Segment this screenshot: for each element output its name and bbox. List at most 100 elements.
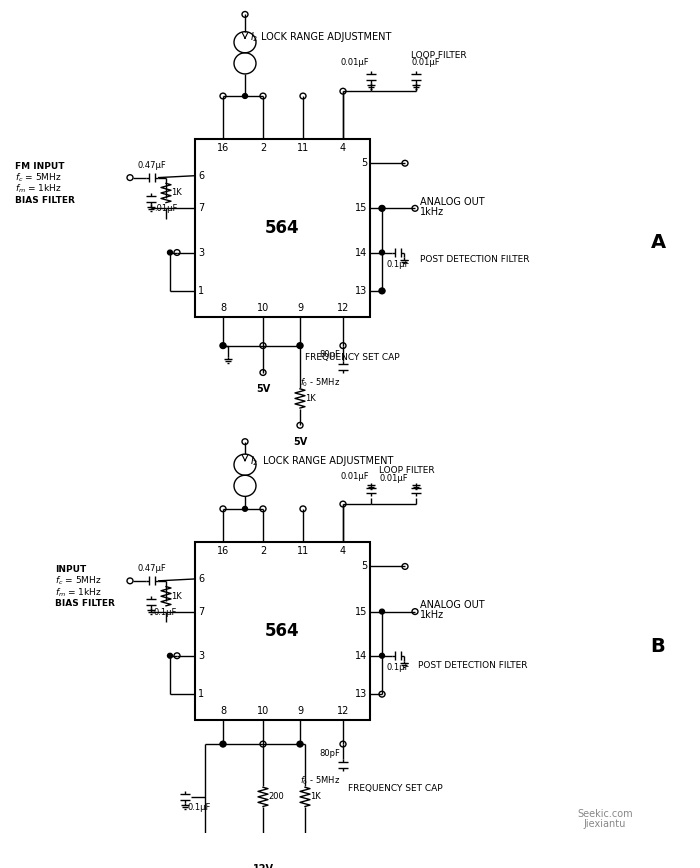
- Text: 1: 1: [198, 689, 204, 699]
- Text: 1K: 1K: [305, 394, 316, 403]
- Circle shape: [340, 741, 346, 747]
- Text: $f_m$ = 1kHz: $f_m$ = 1kHz: [15, 183, 62, 195]
- Circle shape: [127, 578, 133, 584]
- Text: 5: 5: [360, 562, 367, 571]
- Text: 11: 11: [297, 546, 309, 556]
- Text: $f_0$ - 5MHz: $f_0$ - 5MHz: [300, 377, 340, 389]
- Circle shape: [260, 741, 266, 747]
- Circle shape: [260, 850, 266, 856]
- Circle shape: [220, 343, 225, 348]
- Text: $I_2$: $I_2$: [250, 30, 258, 44]
- Text: 2: 2: [260, 143, 266, 153]
- Text: B: B: [650, 636, 666, 655]
- Circle shape: [297, 423, 303, 428]
- Circle shape: [260, 506, 266, 512]
- Text: 1kHz: 1kHz: [420, 610, 444, 621]
- Text: FM INPUT: FM INPUT: [15, 161, 64, 171]
- Circle shape: [220, 741, 225, 746]
- Circle shape: [412, 206, 418, 211]
- Text: 16: 16: [217, 546, 229, 556]
- Circle shape: [412, 608, 418, 615]
- Circle shape: [260, 93, 266, 99]
- Text: LOCK RANGE ADJUSTMENT: LOCK RANGE ADJUSTMENT: [261, 32, 391, 43]
- Circle shape: [242, 94, 248, 98]
- Text: 7: 7: [198, 607, 204, 616]
- Text: 0.47μF: 0.47μF: [138, 161, 167, 170]
- Text: 200: 200: [268, 792, 284, 801]
- Text: 80pF: 80pF: [319, 350, 340, 359]
- Circle shape: [242, 438, 248, 444]
- Circle shape: [379, 691, 385, 697]
- Text: POST DETECTION FILTER: POST DETECTION FILTER: [420, 255, 529, 265]
- Circle shape: [297, 343, 303, 349]
- Text: 1K: 1K: [171, 188, 182, 198]
- Text: 80pF: 80pF: [319, 748, 340, 758]
- Text: 8: 8: [220, 303, 226, 313]
- Text: 4: 4: [340, 546, 346, 556]
- Text: A: A: [650, 233, 666, 253]
- Circle shape: [300, 506, 306, 512]
- Text: FREQUENCY SET CAP: FREQUENCY SET CAP: [305, 353, 400, 362]
- Circle shape: [220, 506, 226, 512]
- Text: Jiexiantu: Jiexiantu: [584, 819, 626, 829]
- Text: 15: 15: [355, 203, 367, 214]
- Text: 14: 14: [355, 651, 367, 661]
- Text: 5V: 5V: [256, 384, 270, 394]
- Text: 12V: 12V: [253, 864, 274, 868]
- Text: 0.1μF: 0.1μF: [154, 608, 177, 617]
- Circle shape: [260, 370, 266, 375]
- Circle shape: [220, 741, 226, 747]
- Text: 1kHz: 1kHz: [420, 207, 444, 217]
- Text: ANALOG OUT: ANALOG OUT: [420, 197, 484, 207]
- Circle shape: [379, 288, 384, 293]
- Text: ANALOG OUT: ANALOG OUT: [420, 600, 484, 610]
- Circle shape: [379, 609, 384, 614]
- Text: 2: 2: [260, 546, 266, 556]
- Circle shape: [220, 343, 226, 349]
- Text: BIAS FILTER: BIAS FILTER: [55, 600, 115, 608]
- Circle shape: [260, 343, 266, 349]
- Circle shape: [379, 692, 384, 696]
- Text: 4: 4: [340, 143, 346, 153]
- Text: 0.01μF: 0.01μF: [340, 472, 369, 481]
- Text: 16: 16: [217, 143, 229, 153]
- Text: 1K: 1K: [171, 592, 182, 601]
- Circle shape: [340, 343, 346, 349]
- Text: 14: 14: [355, 247, 367, 258]
- Text: 6: 6: [198, 574, 204, 584]
- Text: $f_0$ - 5MHz: $f_0$ - 5MHz: [300, 775, 340, 787]
- Text: 3: 3: [198, 651, 204, 661]
- Text: 1: 1: [198, 286, 204, 296]
- Text: 7: 7: [198, 203, 204, 214]
- Bar: [195, 542, 370, 720]
- Text: 12: 12: [337, 707, 349, 716]
- Circle shape: [300, 93, 306, 99]
- Text: $f_c$ = 5MHz: $f_c$ = 5MHz: [15, 171, 62, 184]
- Circle shape: [297, 741, 303, 747]
- Text: LOOP FILTER: LOOP FILTER: [379, 466, 435, 476]
- Circle shape: [298, 741, 302, 746]
- Text: 0.1μF: 0.1μF: [386, 663, 410, 673]
- Text: LOOP FILTER: LOOP FILTER: [411, 50, 467, 60]
- Circle shape: [220, 93, 226, 99]
- Circle shape: [340, 89, 346, 94]
- Circle shape: [379, 654, 384, 658]
- Text: 13: 13: [355, 286, 367, 296]
- Text: 13: 13: [355, 689, 367, 699]
- Circle shape: [402, 563, 408, 569]
- Circle shape: [379, 206, 385, 211]
- Text: 564: 564: [265, 219, 300, 237]
- Text: $f_m$ = 1kHz: $f_m$ = 1kHz: [55, 586, 102, 599]
- Text: 15: 15: [355, 607, 367, 616]
- Circle shape: [167, 654, 172, 658]
- Text: 8: 8: [220, 707, 226, 716]
- Text: .01μF: .01μF: [154, 205, 177, 214]
- Text: LOCK RANGE ADJUSTMENT: LOCK RANGE ADJUSTMENT: [263, 456, 393, 466]
- Circle shape: [402, 161, 408, 166]
- Circle shape: [242, 11, 248, 17]
- Text: 5: 5: [360, 158, 367, 168]
- Circle shape: [340, 501, 346, 507]
- Text: 9: 9: [297, 303, 303, 313]
- Text: BIAS FILTER: BIAS FILTER: [15, 196, 75, 205]
- Text: 3: 3: [198, 247, 204, 258]
